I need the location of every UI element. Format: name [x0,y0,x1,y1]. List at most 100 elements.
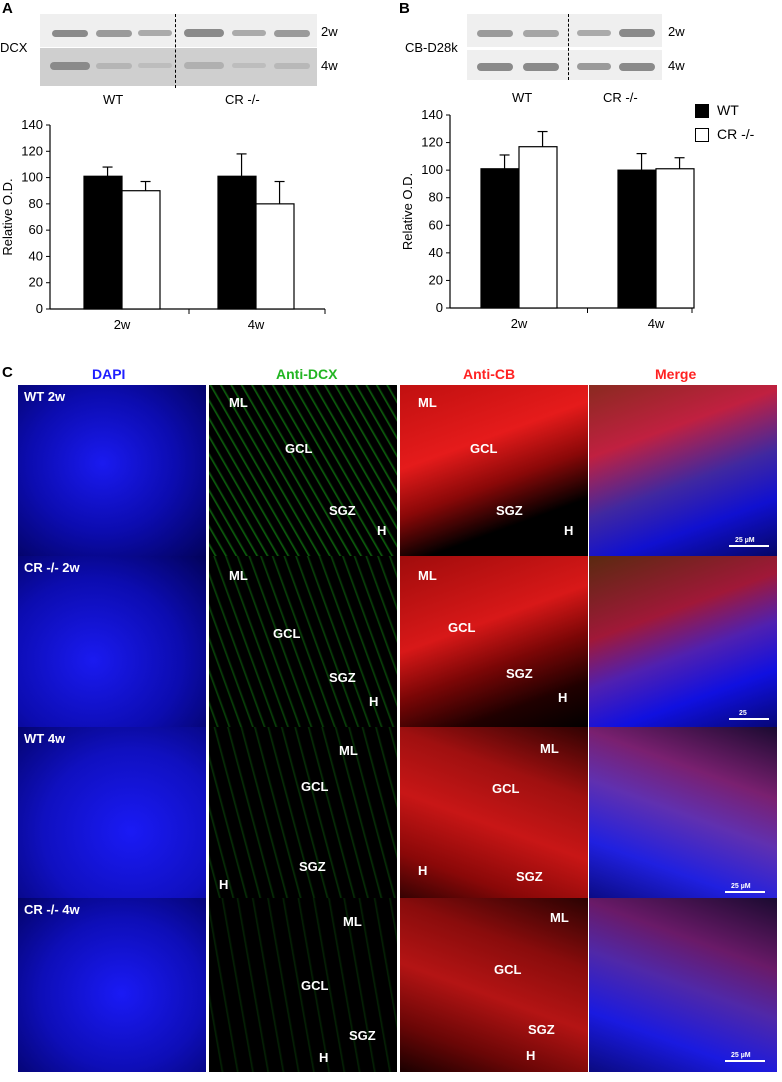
y-tick-label: 0 [436,300,443,315]
tile-wt-2w-dapi: WT 2w [18,385,206,559]
label-ml: ML [339,743,358,758]
panel-a-divider [175,14,176,88]
label-sgz: SGZ [329,503,356,518]
scale-bar [725,1060,765,1062]
legend-swatch-wt [695,104,709,118]
chart-b: 0 20 40 60 80 100 120 140 Relative O.D. 2w 4w [400,107,695,331]
panel-a-row-label-4w: 4w [321,58,338,73]
panel-c-letter: C [2,364,13,381]
y-tick-label: 0 [36,301,43,316]
label-sgz: SGZ [496,503,523,518]
tile-cr-4w-dcx: ML GCL SGZ H [209,898,397,1072]
panel-a-group-wt: WT [103,92,124,107]
tile-wt-2w-cb: ML GCL SGZ H [400,385,588,559]
bar [121,190,161,310]
tile-wt-4w-cb: ML GCL SGZ H [400,727,588,901]
tile-wt-2w-merge: 25 µM [589,385,777,559]
scale-text: 25 µM [731,1052,751,1059]
tile-wt-4w-merge: 25 µM [589,727,777,901]
bar [217,175,257,310]
x-tick-label: 4w [648,316,665,331]
label-h: H [526,1048,536,1063]
row-label-wt-2w: WT 2w [24,389,66,404]
label-ml: ML [550,910,569,925]
y-tick-label: 120 [21,143,43,158]
legend: WT CR -/- [693,102,779,148]
label-h: H [369,694,379,709]
legend-label-wt: WT [717,102,739,118]
panel-b-letter: B [399,0,410,17]
tile-cr-4w-dapi: CR -/- 4w [18,898,206,1072]
label-ml: ML [229,568,248,583]
label-sgz: SGZ [299,859,326,874]
row-label-cr-4w: CR -/- 4w [24,902,80,917]
dcx-blot-2w [40,14,317,47]
label-ml: ML [540,741,559,756]
label-gcl: GCL [273,626,301,641]
panel-a-row-label-2w: 2w [321,24,338,39]
row-label-wt-4w: WT 4w [24,731,66,746]
legend-swatch-cr [695,128,709,142]
y-axis-label: Relative O.D. [400,173,415,250]
scale-text: 25 µM [735,537,755,544]
bar [617,169,657,309]
y-tick-label: 100 [21,170,43,185]
chart-a: 0 20 40 60 80 100 120 140 Relative O.D. 2w 4w [0,117,326,332]
y-tick-label: 100 [421,162,443,177]
y-tick-label: 20 [429,272,443,287]
y-tick-label: 60 [429,217,443,232]
tile-cr-4w-cb: ML GCL SGZ H [400,898,588,1072]
legend-label-cr: CR -/- [717,126,755,142]
x-tick-label: 2w [511,316,528,331]
label-h: H [377,523,387,538]
tile-wt-2w-dcx: ML GCL SGZ H [209,385,397,559]
dcx-blot-4w [40,48,317,86]
y-tick-label: 80 [29,196,43,211]
scale-bar [725,891,765,893]
bar [255,203,295,310]
panel-b-group-wt: WT [512,90,533,105]
label-gcl: GCL [448,620,476,635]
label-h: H [418,863,428,878]
label-sgz: SGZ [528,1022,555,1037]
y-tick-label: 80 [429,190,443,205]
y-tick-label: 20 [29,275,43,290]
y-axis-label: Relative O.D. [0,178,15,255]
tile-cr-4w-merge: 25 µM [589,898,777,1072]
bar [83,175,123,310]
bar [480,168,520,309]
cb-blot-2w [467,14,662,47]
label-gcl: GCL [285,441,313,456]
label-sgz: SGZ [329,670,356,685]
y-tick-label: 140 [421,107,443,122]
tile-wt-4w-dcx: ML GCL SGZ H [209,727,397,901]
panel-b-row-label-2w: 2w [668,24,685,39]
bar [518,146,558,309]
tile-cr-2w-dcx: ML GCL SGZ H [209,556,397,730]
y-tick-label: 140 [21,117,43,132]
bar [655,168,695,309]
label-h: H [558,690,568,705]
label-gcl: GCL [470,441,498,456]
y-tick-label: 40 [29,248,43,263]
label-h: H [319,1050,329,1065]
panel-b-divider [568,14,569,80]
header-anti-cb: Anti-CB [463,366,516,382]
panel-a-letter: A [2,0,13,17]
y-tick-label: 120 [421,135,443,150]
label-ml: ML [418,568,437,583]
panel-a-group-cr: CR -/- [225,92,260,107]
scale-text: 25 [739,710,747,717]
y-tick-label: 40 [429,245,443,260]
cb-blot-4w [467,50,662,80]
y-tick-label: 60 [29,222,43,237]
tile-cr-2w-merge: 25 [589,556,777,730]
scale-text: 25 µM [731,883,751,890]
label-gcl: GCL [301,779,329,794]
label-gcl: GCL [492,781,520,796]
panel-b-blot-label: CB-D28k [405,40,458,55]
scale-bar [729,718,769,720]
label-sgz: SGZ [506,666,533,681]
x-tick-label: 4w [248,317,265,332]
label-gcl: GCL [301,978,329,993]
